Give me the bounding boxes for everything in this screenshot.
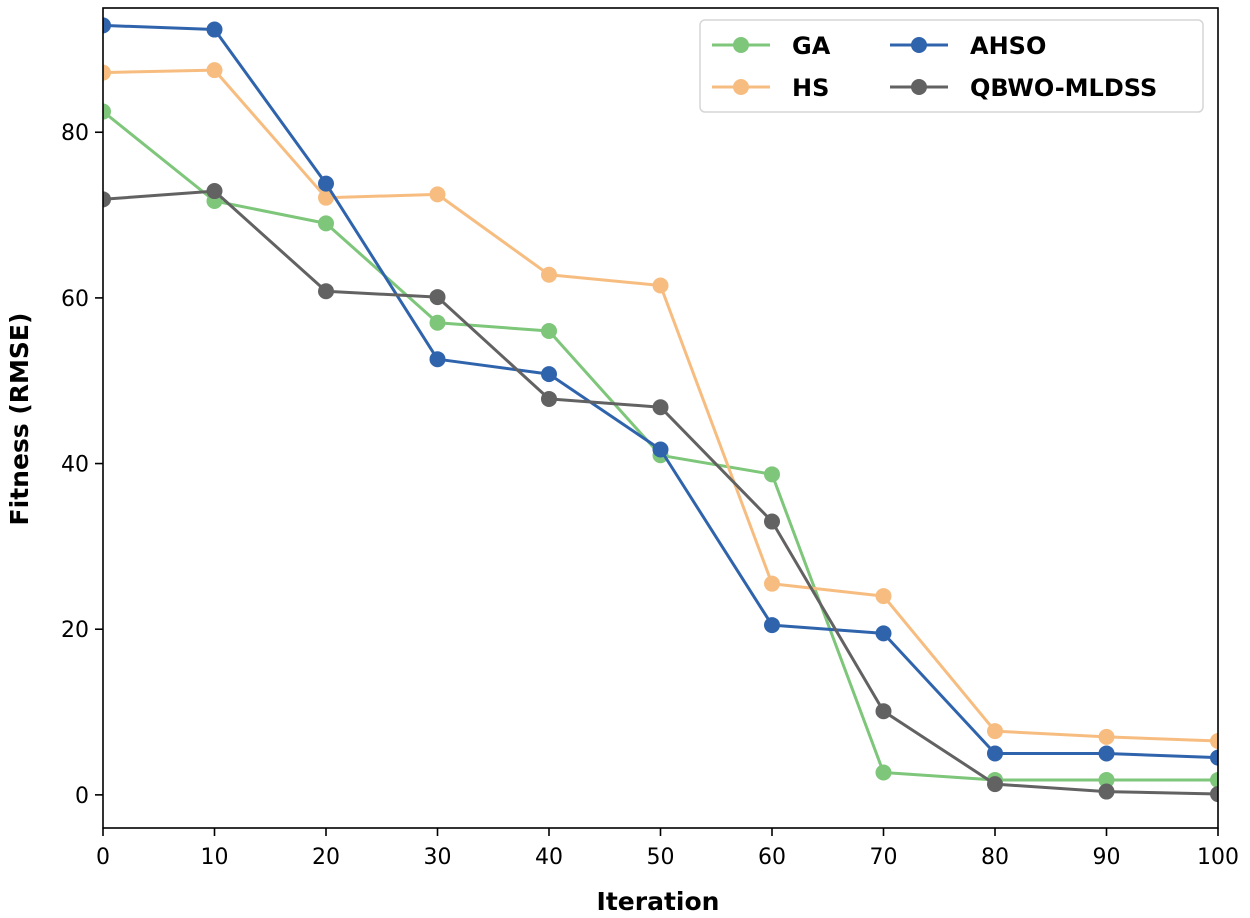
axes-layer: 0 10 20 30 40 50 60 70 80 90 100 0 20 40 60 80 [61, 7, 1239, 870]
legend-swatch-marker-hs [733, 79, 749, 95]
legend: GA AHSO HS QBWO-MLDSS [699, 19, 1204, 113]
data-point-qbwo-mldss-80 [987, 776, 1003, 793]
legend-swatch-marker-ga [733, 37, 749, 53]
data-point-hs-0 [103, 64, 111, 81]
data-point-qbwo-mldss-60 [764, 513, 780, 530]
data-point-ga-70 [875, 764, 892, 781]
legend-item-ga: GA [712, 32, 831, 60]
data-point-hs-70 [875, 588, 892, 605]
data-point-ga-30 [429, 314, 446, 331]
x-tick-label-80: 80 [981, 845, 1009, 870]
data-point-ahso-10 [206, 21, 223, 38]
x-tick-label-30: 30 [424, 845, 452, 870]
data-point-hs-40 [541, 266, 557, 283]
data-point-hs-30 [429, 186, 446, 203]
data-point-ahso-0 [103, 17, 111, 34]
data-point-ga-0 [103, 103, 111, 120]
data-point-qbwo-mldss-70 [875, 703, 892, 720]
data-point-qbwo-mldss-20 [318, 283, 334, 300]
data-point-ga-90 [1098, 771, 1115, 788]
legend-item-ahso: AHSO [890, 32, 1046, 60]
data-point-ahso-40 [541, 366, 557, 383]
data-point-hs-80 [987, 723, 1003, 740]
series-ahso [103, 17, 1218, 766]
y-tick-label-40: 40 [61, 453, 89, 478]
data-point-hs-50 [652, 277, 669, 294]
data-point-hs-100 [1210, 733, 1218, 750]
x-tick-label-50: 50 [647, 845, 675, 870]
data-point-hs-20 [318, 189, 334, 206]
data-point-ga-40 [541, 323, 557, 340]
data-point-qbwo-mldss-30 [429, 289, 446, 306]
data-point-ahso-100 [1210, 749, 1218, 766]
legend-swatch-marker-qbwo-mldss [911, 79, 927, 95]
x-tick-label-10: 10 [201, 845, 229, 870]
data-point-ahso-90 [1098, 745, 1115, 762]
legend-swatch-marker-ahso [911, 37, 927, 53]
y-tick-label-80: 80 [61, 121, 89, 146]
data-point-ahso-60 [764, 617, 780, 634]
data-point-qbwo-mldss-40 [541, 390, 557, 407]
data-point-qbwo-mldss-50 [652, 399, 669, 416]
x-tick-label-20: 20 [312, 845, 340, 870]
data-point-hs-60 [764, 575, 780, 592]
data-point-qbwo-mldss-10 [206, 183, 223, 200]
legend-label-ga: GA [792, 32, 831, 60]
x-tick-label-60: 60 [758, 845, 786, 870]
data-point-hs-10 [206, 62, 223, 79]
y-axis-title: Fitness (RMSE) [5, 313, 34, 526]
legend-label-qbwo-mldss: QBWO-MLDSS [970, 74, 1157, 102]
data-point-ga-20 [318, 215, 334, 232]
legend-label-hs: HS [792, 74, 829, 102]
data-point-ahso-30 [429, 351, 446, 368]
data-point-ahso-50 [652, 441, 669, 458]
data-point-qbwo-mldss-90 [1098, 783, 1115, 800]
series-layer [103, 17, 1218, 803]
legend-item-hs: HS [712, 74, 829, 102]
x-tick-label-40: 40 [535, 845, 563, 870]
data-point-qbwo-mldss-100 [1210, 786, 1218, 803]
legend-box [699, 19, 1204, 113]
y-tick-label-60: 60 [61, 287, 89, 312]
data-point-ahso-80 [987, 745, 1003, 762]
x-tick-label-0: 0 [96, 845, 110, 870]
data-point-ahso-20 [318, 175, 334, 192]
x-tick-label-70: 70 [870, 845, 898, 870]
series-hs [103, 62, 1218, 750]
legend-item-qbwo-mldss: QBWO-MLDSS [890, 74, 1157, 102]
data-point-qbwo-mldss-0 [103, 191, 111, 208]
x-tick-label-100: 100 [1197, 845, 1239, 870]
series-qbwo-mldss [103, 183, 1218, 803]
data-point-ga-100 [1210, 771, 1218, 788]
x-tick-label-90: 90 [1093, 845, 1121, 870]
legend-label-ahso: AHSO [970, 32, 1046, 60]
y-tick-label-20: 20 [61, 618, 89, 643]
data-point-ga-60 [764, 466, 780, 483]
y-tick-label-0: 0 [75, 784, 89, 809]
data-point-ahso-70 [875, 625, 892, 642]
x-axis-title: Iteration [597, 887, 720, 916]
data-point-hs-90 [1098, 728, 1115, 745]
